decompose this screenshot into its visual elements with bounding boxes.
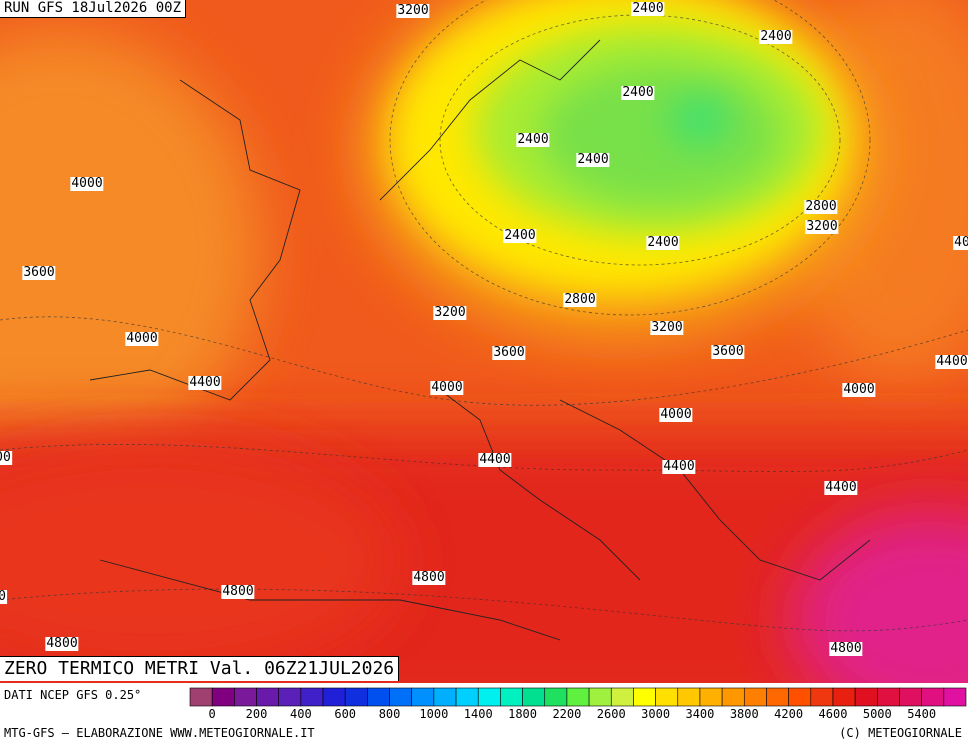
run-label: RUN GFS 18Jul2026 00Z xyxy=(0,0,187,18)
colorbar-swatch xyxy=(810,687,834,707)
contour-label: 2400 xyxy=(576,152,610,167)
colorbar-swatch xyxy=(367,687,390,707)
colorbar-swatch xyxy=(433,687,457,707)
colorbar-label: 800 xyxy=(378,707,401,721)
contour-label: 0 xyxy=(0,590,7,604)
contour-label: 2400 xyxy=(759,29,793,44)
contour-label: 4400 xyxy=(662,459,696,474)
contour-label: 3600 xyxy=(492,345,526,360)
colorbar-label: 3400 xyxy=(685,707,715,721)
colorbar-swatch xyxy=(522,687,546,707)
colorbar-swatch xyxy=(234,687,257,707)
colorbar-label: 4200 xyxy=(774,707,804,721)
colorbar-swatch xyxy=(211,687,235,707)
contour-label: 3600 xyxy=(711,344,745,359)
colorbar-label: 1000 xyxy=(419,707,449,721)
field xyxy=(0,0,968,683)
contour-label: 4800 xyxy=(412,570,446,585)
colorbar-label: 0 xyxy=(208,707,216,721)
colorbar-swatch xyxy=(832,687,856,707)
colorbar-label: 5400 xyxy=(907,707,937,721)
colorbar-label: 3800 xyxy=(729,707,759,721)
colorbar-swatch xyxy=(344,687,368,707)
colorbar-swatch xyxy=(389,687,413,707)
contour-label: 2400 xyxy=(516,132,550,147)
credit: MTG-GFS — ELABORAZIONE WWW.METEOGIORNALE… xyxy=(4,726,315,740)
contour-label: 2400 xyxy=(503,228,537,243)
colorbar-swatch xyxy=(854,687,878,707)
colorbar-label: 600 xyxy=(334,707,357,721)
colorbar-swatch xyxy=(189,687,213,707)
contour-label: 2800 xyxy=(563,292,597,307)
colorbar-label: 1400 xyxy=(463,707,493,721)
colorbar-label: 4600 xyxy=(818,707,848,721)
colorbar-swatch xyxy=(455,687,479,707)
contour-label: 4400 xyxy=(188,375,222,390)
contour-label: 4400 xyxy=(824,480,858,495)
colorbar-swatch xyxy=(477,687,501,707)
colorbar-label: 1800 xyxy=(508,707,538,721)
map xyxy=(0,0,968,683)
copyright: (C) METEOGIORNALE xyxy=(839,726,962,740)
colorbar-label: 400 xyxy=(290,707,312,721)
colorbar-swatch xyxy=(766,687,789,707)
contour-label: 3600 xyxy=(22,265,56,280)
contour-label: 4000 xyxy=(842,382,876,397)
contour-label: 4800 xyxy=(45,636,79,651)
contour-label: 4800 xyxy=(829,641,863,656)
colorbar-swatch xyxy=(278,687,302,707)
contour-label: 2400 xyxy=(646,235,680,250)
contour-label: 3200 xyxy=(650,320,684,335)
colorbar-swatch xyxy=(655,687,679,707)
colorbar-label: 3000 xyxy=(641,707,671,721)
colorbar-swatch xyxy=(322,687,346,707)
colorbar-swatch xyxy=(411,687,435,707)
colorbar-swatch xyxy=(544,687,568,707)
colorbar-swatch xyxy=(721,687,745,707)
colorbar-swatch xyxy=(788,687,812,707)
contour-label: 4000 xyxy=(659,407,693,422)
colorbar-swatch xyxy=(610,687,634,707)
map-title: ZERO TERMICO METRI Val. 06Z21JUL2026 xyxy=(0,656,400,681)
colorbar-swatch xyxy=(566,687,590,707)
colorbar-swatch xyxy=(943,687,967,707)
contour-label: 4000 xyxy=(430,380,464,395)
colorbar-swatch xyxy=(743,687,767,707)
colorbar-label: 2600 xyxy=(596,707,626,721)
contour-label: 2800 xyxy=(804,199,838,214)
contour-label: 3200 xyxy=(396,3,430,18)
contour-label: 4800 xyxy=(221,584,255,599)
colorbar-swatch xyxy=(921,687,945,707)
contour-label: 2400 xyxy=(631,1,665,16)
contour-label: 3200 xyxy=(805,219,839,234)
colorbar-label: 5000 xyxy=(862,707,892,721)
colorbar-swatch xyxy=(500,687,523,707)
colorbar-swatch xyxy=(899,687,922,707)
contour-label: 00 xyxy=(0,451,12,465)
contour-label: 2400 xyxy=(621,85,655,100)
colorbar-swatch xyxy=(256,687,279,707)
colorbar-swatch xyxy=(588,687,612,707)
colorbar-label: 2200 xyxy=(552,707,582,721)
contour-label: 3200 xyxy=(433,305,467,320)
colorbar-swatch xyxy=(877,687,900,707)
colorbar-label: 200 xyxy=(245,707,268,721)
colorbar-swatch xyxy=(677,687,701,707)
contour-label: 4400 xyxy=(935,354,968,369)
colorbar-swatch xyxy=(633,687,656,707)
data-source: DATI NCEP GFS 0.25° xyxy=(4,688,142,702)
contour-label: 4000 xyxy=(70,176,104,191)
contour-label: 4000 xyxy=(125,331,159,346)
contour-label: 4400 xyxy=(478,452,512,467)
colorbar-swatch xyxy=(699,687,723,707)
contour-label: 40 xyxy=(953,236,968,250)
colorbar-swatch xyxy=(300,687,324,707)
